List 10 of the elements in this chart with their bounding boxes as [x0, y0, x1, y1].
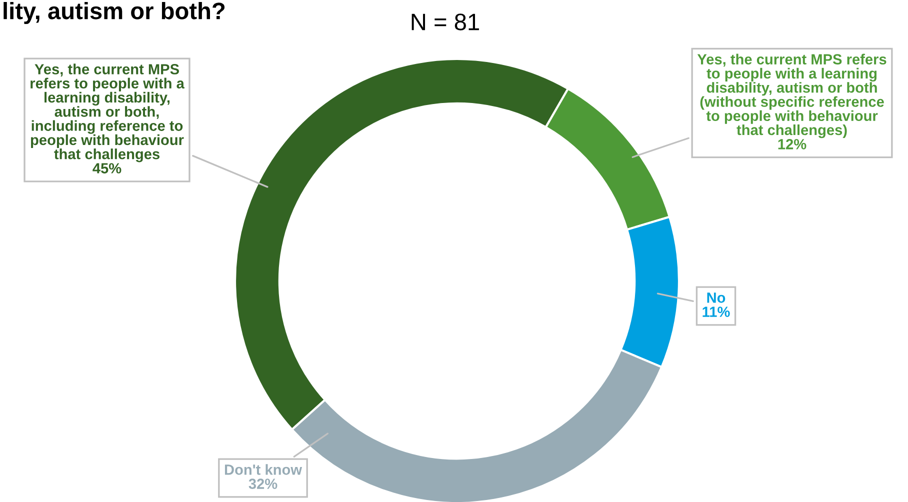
data-label: 45% — [92, 163, 122, 174]
slice-label: Don't know — [224, 464, 302, 475]
data-label: 12% — [778, 139, 806, 150]
data-label: 32% — [248, 478, 278, 489]
slice-label: No — [707, 292, 726, 303]
chart-title: lity, autism or both? — [4, 2, 225, 24]
slice-label: Yes, the current MPS refers to people with a learning disability, autism or both, including reference to people with behaviour that challenges — [30, 64, 184, 162]
data-label: 11% — [702, 306, 730, 317]
slice-label: Yes, the current MPS refers to people with a learning disability, autism or both (without specific reference to people with behaviour that challenges) — [697, 54, 886, 138]
chart-subtitle: N = 81 — [412, 14, 479, 30]
